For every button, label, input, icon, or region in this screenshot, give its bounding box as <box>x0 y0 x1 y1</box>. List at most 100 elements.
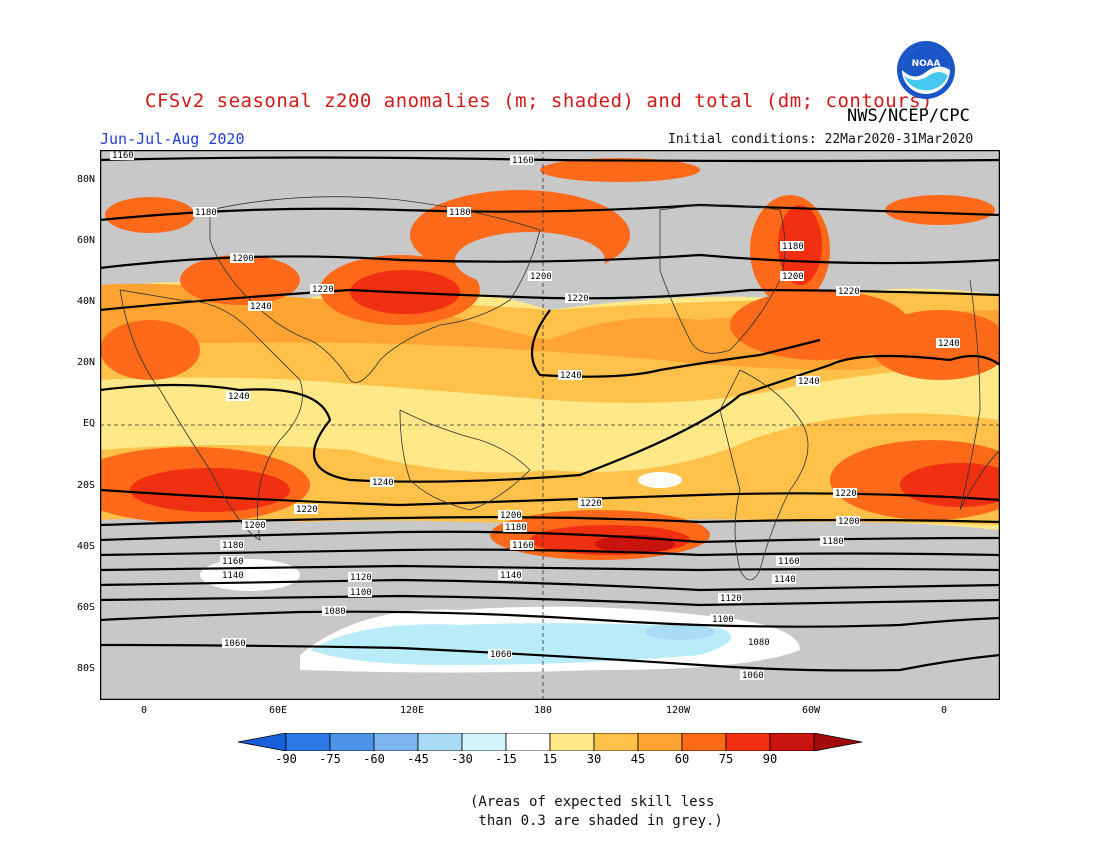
lat-label: 80N <box>76 174 95 185</box>
colorbar-label: 75 <box>718 752 734 766</box>
svg-text:1060: 1060 <box>742 671 764 681</box>
colorbar-label: -45 <box>407 752 429 766</box>
negative-anomaly-area <box>645 624 715 640</box>
svg-text:1100: 1100 <box>712 615 734 625</box>
colorbar-segment <box>417 733 463 751</box>
lon-label: 120W <box>665 705 691 716</box>
lon-label: 180 <box>533 705 553 716</box>
svg-text:1180: 1180 <box>449 208 471 218</box>
anomaly-blob <box>885 195 995 225</box>
colorbar-segment <box>505 733 551 751</box>
colorbar-segment <box>637 733 683 751</box>
agency-label: NWS/NCEP/CPC <box>847 106 970 126</box>
svg-text:1060: 1060 <box>490 650 512 660</box>
svg-text:1080: 1080 <box>324 607 346 617</box>
season-label: Jun-Jul-Aug 2020 <box>100 130 245 148</box>
svg-text:1140: 1140 <box>500 571 522 581</box>
svg-text:1080: 1080 <box>748 638 770 648</box>
colorbar-label: -90 <box>275 752 297 766</box>
lat-label: 60N <box>76 235 95 246</box>
anomaly-blob <box>870 310 1000 380</box>
svg-text:1160: 1160 <box>778 557 800 567</box>
svg-text:1180: 1180 <box>782 242 804 252</box>
colorbar-segment <box>593 733 639 751</box>
lon-label: 120E <box>399 705 425 716</box>
skill-note: (Areas of expected skill less than 0.3 a… <box>470 794 723 829</box>
colorbar-segment <box>725 733 771 751</box>
svg-text:1200: 1200 <box>838 517 860 527</box>
colorbar-label: 45 <box>630 752 646 766</box>
anomaly-blob <box>730 290 910 360</box>
svg-text:1200: 1200 <box>782 272 804 282</box>
noaa-logo-text: NOAA <box>912 59 941 69</box>
svg-text:1200: 1200 <box>232 254 254 264</box>
noaa-logo: NOAA <box>897 41 955 99</box>
svg-text:1220: 1220 <box>296 505 318 515</box>
lat-label: 80S <box>76 663 95 674</box>
svg-text:1240: 1240 <box>250 302 272 312</box>
svg-text:1220: 1220 <box>567 294 589 304</box>
map-frame <box>100 150 1000 700</box>
anomaly-blob <box>130 468 290 512</box>
svg-text:1200: 1200 <box>500 511 522 521</box>
lat-label: 60S <box>76 602 95 613</box>
svg-text:1100: 1100 <box>350 588 372 598</box>
colorbar-segment <box>461 733 507 751</box>
svg-text:1120: 1120 <box>720 594 742 604</box>
anomaly-band-30b <box>100 413 1000 525</box>
svg-text:1220: 1220 <box>838 287 860 297</box>
svg-text:1240: 1240 <box>228 392 250 402</box>
coastlines <box>119 196 1000 581</box>
colorbar-segment <box>373 733 419 751</box>
colorbar-segment <box>329 733 375 751</box>
svg-text:1160: 1160 <box>512 156 534 166</box>
svg-text:1180: 1180 <box>195 208 217 218</box>
anomaly-map: 1160 1160 1180 1180 1200 1200 1180 1200 … <box>100 150 1000 700</box>
colorbar-label: 60 <box>674 752 690 766</box>
negative-anomaly-area <box>310 623 732 665</box>
svg-text:1060: 1060 <box>224 639 246 649</box>
colorbar <box>238 733 862 751</box>
colorbar-label: 15 <box>542 752 558 766</box>
lat-label: 20S <box>76 480 95 491</box>
lat-label: 40N <box>76 296 95 307</box>
svg-text:1180: 1180 <box>822 537 844 547</box>
svg-text:1240: 1240 <box>372 478 394 488</box>
lon-label: 0 <box>940 705 948 716</box>
lon-label: 60W <box>801 705 821 716</box>
anomaly-blob <box>638 472 682 488</box>
svg-text:1180: 1180 <box>222 541 244 551</box>
svg-text:1240: 1240 <box>798 377 820 387</box>
svg-text:1220: 1220 <box>835 489 857 499</box>
svg-text:1180: 1180 <box>505 523 527 533</box>
colorbar-segment <box>549 733 595 751</box>
svg-text:1140: 1140 <box>774 575 796 585</box>
anomaly-blob <box>180 255 300 305</box>
svg-text:1240: 1240 <box>560 371 582 381</box>
lat-label: 40S <box>76 541 95 552</box>
colorbar-label: -75 <box>319 752 341 766</box>
anomaly-blob <box>100 320 200 380</box>
svg-text:1160: 1160 <box>112 151 134 161</box>
colorbar-segment <box>238 733 287 751</box>
svg-text:1200: 1200 <box>530 272 552 282</box>
colorbar-label: 30 <box>586 752 602 766</box>
colorbar-segment <box>769 733 815 751</box>
lat-label: 20N <box>76 357 95 368</box>
svg-text:1120: 1120 <box>350 573 372 583</box>
colorbar-segment <box>285 733 331 751</box>
svg-text:1140: 1140 <box>222 571 244 581</box>
svg-text:1220: 1220 <box>580 499 602 509</box>
svg-text:1160: 1160 <box>512 541 534 551</box>
svg-text:1200: 1200 <box>244 521 266 531</box>
colorbar-label: -60 <box>363 752 385 766</box>
colorbar-segment <box>813 733 862 751</box>
colorbar-label: -15 <box>495 752 517 766</box>
colorbar-label: -30 <box>451 752 473 766</box>
svg-text:1220: 1220 <box>312 285 334 295</box>
lon-label: 60E <box>268 705 288 716</box>
contour-labels: 1160 1160 1180 1180 1200 1200 1180 1200 … <box>110 150 960 681</box>
neutral-area <box>200 559 300 591</box>
colorbar-segment <box>681 733 727 751</box>
svg-text:1240: 1240 <box>938 339 960 349</box>
